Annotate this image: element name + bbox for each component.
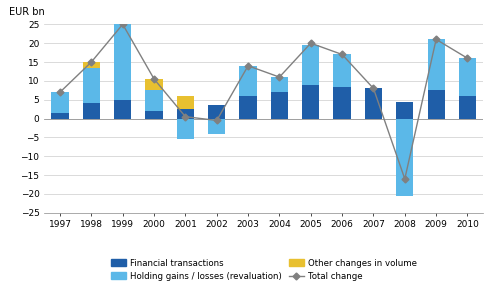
Bar bbox=[396, 102, 414, 119]
Bar bbox=[302, 45, 319, 85]
Bar bbox=[333, 87, 351, 119]
Text: EUR bn: EUR bn bbox=[9, 7, 45, 17]
Bar bbox=[145, 111, 163, 119]
Bar bbox=[459, 96, 476, 119]
Bar bbox=[365, 88, 382, 119]
Bar bbox=[51, 113, 69, 119]
Bar bbox=[459, 58, 476, 96]
Bar bbox=[271, 77, 288, 92]
Bar bbox=[427, 40, 445, 90]
Bar bbox=[240, 96, 257, 119]
Bar bbox=[83, 62, 100, 68]
Bar bbox=[302, 85, 319, 119]
Bar bbox=[208, 119, 225, 134]
Bar bbox=[83, 68, 100, 103]
Bar bbox=[396, 119, 414, 196]
Bar bbox=[271, 92, 288, 119]
Bar bbox=[51, 92, 69, 113]
Legend: Financial transactions, Holding gains / losses (revaluation), Other changes in v: Financial transactions, Holding gains / … bbox=[111, 259, 417, 281]
Bar bbox=[114, 100, 131, 119]
Bar bbox=[83, 103, 100, 119]
Bar bbox=[145, 90, 163, 111]
Bar bbox=[177, 119, 194, 139]
Bar bbox=[145, 79, 163, 90]
Bar bbox=[177, 109, 194, 119]
Bar bbox=[177, 96, 194, 109]
Bar bbox=[114, 24, 131, 100]
Bar bbox=[427, 90, 445, 119]
Bar bbox=[333, 54, 351, 87]
Bar bbox=[208, 105, 225, 119]
Bar bbox=[240, 66, 257, 96]
